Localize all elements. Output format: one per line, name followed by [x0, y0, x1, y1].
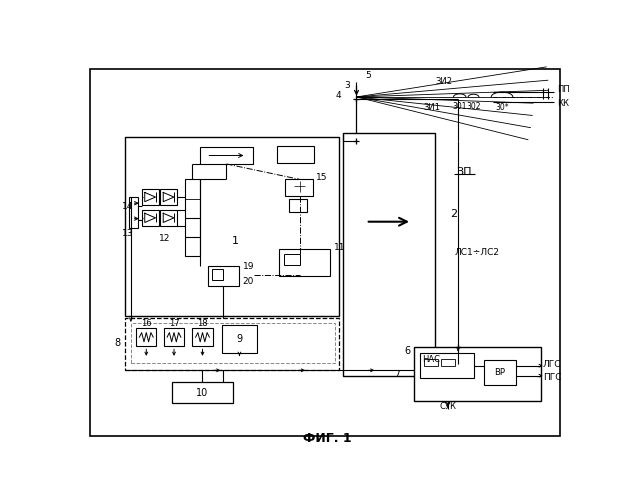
- Text: ЛГС: ЛГС: [543, 360, 561, 370]
- Text: 13: 13: [122, 229, 133, 238]
- Bar: [420, 354, 474, 378]
- Bar: [342, 133, 435, 376]
- Text: 18: 18: [197, 319, 208, 328]
- Text: 16: 16: [141, 319, 152, 328]
- Text: 9: 9: [236, 334, 243, 344]
- Bar: [141, 210, 158, 226]
- Bar: [164, 328, 184, 346]
- Bar: [136, 328, 157, 346]
- Bar: [441, 359, 455, 366]
- Bar: [193, 328, 212, 346]
- Text: 15: 15: [316, 174, 327, 182]
- Text: 11: 11: [334, 244, 346, 252]
- Bar: [208, 266, 238, 286]
- Text: 5: 5: [366, 71, 372, 80]
- Bar: [125, 318, 339, 370]
- Text: СУК: СУК: [439, 402, 456, 411]
- Bar: [141, 190, 158, 205]
- Text: ВР: ВР: [495, 368, 505, 377]
- Text: 14: 14: [122, 202, 133, 211]
- Bar: [222, 325, 257, 352]
- Bar: [131, 324, 335, 364]
- Text: 302: 302: [466, 102, 481, 110]
- Text: 301: 301: [453, 102, 467, 110]
- Bar: [280, 248, 330, 276]
- Bar: [200, 147, 252, 164]
- Bar: [212, 270, 223, 280]
- Text: 30*: 30*: [495, 103, 509, 112]
- Text: ЗИ1: ЗИ1: [424, 103, 441, 112]
- Text: 8: 8: [115, 338, 121, 348]
- Bar: [484, 360, 516, 385]
- Text: 7: 7: [394, 370, 400, 378]
- Text: ЗП: ЗП: [456, 166, 472, 176]
- Text: 20: 20: [243, 278, 254, 286]
- Bar: [285, 180, 313, 196]
- Bar: [414, 347, 541, 401]
- Bar: [184, 180, 200, 256]
- Bar: [288, 198, 307, 211]
- Bar: [160, 210, 177, 226]
- Text: НАС: НАС: [422, 355, 440, 364]
- Bar: [125, 137, 339, 316]
- Text: ЛС1÷ЛС2: ЛС1÷ЛС2: [455, 248, 500, 257]
- Text: 1: 1: [231, 236, 238, 246]
- Text: 6: 6: [404, 346, 410, 356]
- Text: ФИГ. 1: ФИГ. 1: [303, 432, 351, 446]
- Text: 12: 12: [159, 234, 171, 243]
- Text: 10: 10: [197, 388, 209, 398]
- Bar: [172, 382, 233, 404]
- Bar: [160, 190, 177, 205]
- Bar: [424, 359, 438, 366]
- Text: 17: 17: [169, 319, 179, 328]
- Text: 2: 2: [450, 209, 458, 219]
- Bar: [277, 146, 314, 163]
- Text: ЗИ2: ЗИ2: [435, 77, 452, 86]
- Text: КК: КК: [557, 100, 569, 108]
- Bar: [129, 197, 138, 228]
- Bar: [284, 254, 299, 265]
- Text: ПП: ПП: [557, 85, 569, 94]
- Text: 4: 4: [335, 91, 341, 100]
- Text: 3: 3: [345, 81, 351, 90]
- Text: 19: 19: [243, 262, 254, 271]
- Text: ПГС: ПГС: [543, 372, 561, 382]
